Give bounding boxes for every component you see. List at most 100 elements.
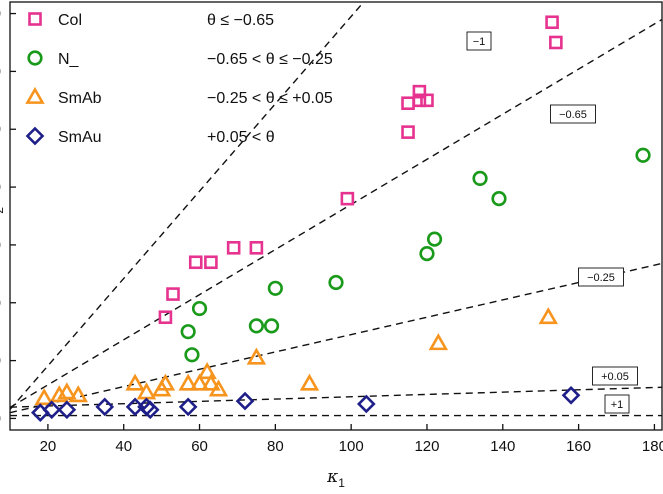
data-point-diamond	[57, 400, 77, 420]
y-axis-label: κ2	[0, 207, 6, 226]
data-point-circle	[184, 347, 200, 363]
reference-line-labels: −1 −0.65 −0.25 +0.05 +1	[466, 31, 638, 414]
y-tick-label: 80	[0, 179, 1, 196]
data-point-triangle	[68, 385, 88, 403]
y-tick-label: 0	[0, 410, 1, 427]
data-point-triangle	[155, 373, 176, 391]
data-point-triangle	[246, 347, 267, 365]
data-point-diamond	[235, 391, 255, 411]
data-point-triangle	[178, 373, 198, 391]
legend: Col θ ≤ −0.65 N_ −0.65 < θ ≤ −0.25 SmAb −0.25…	[25, 12, 333, 146]
legend-marker-diamond	[25, 126, 45, 146]
data-point-circle	[491, 191, 507, 207]
x-axis-label-symbol: κ	[326, 467, 338, 487]
reference-line	[9, 18, 663, 409]
data-point-diamond	[42, 400, 62, 420]
data-point-circle	[328, 274, 344, 291]
data-point-triangle	[197, 362, 217, 380]
data-point-circle	[635, 147, 651, 163]
data-point-triangle	[49, 385, 70, 403]
reference-line-label-box	[578, 267, 624, 287]
data-point-circle	[191, 300, 208, 317]
data-point-circle	[180, 324, 196, 340]
x-axis-label: κ1	[326, 467, 345, 490]
plot-frame	[9, 1, 663, 431]
x-axis-label-subscript: 1	[338, 476, 345, 490]
reference-line-label-box	[466, 31, 492, 51]
data-point-square	[545, 15, 559, 30]
data-point-circle	[426, 231, 443, 247]
data-point-circle	[472, 170, 488, 187]
axis-ticks: 20 40 60 80 100 120 140 160 180 0 20 40 60 80 100 120 14…	[0, 6, 663, 455]
data-point-square	[249, 241, 264, 255]
x-tick-label: 20	[40, 438, 57, 455]
data-point-triangle	[538, 307, 559, 325]
data-point-square	[188, 255, 203, 270]
legend-series-name: SmAb	[58, 90, 102, 107]
y-tick-label: 100	[0, 121, 1, 138]
data-point-square	[166, 287, 180, 301]
y-tick-label: 40	[0, 295, 1, 312]
y-axis-label-symbol: κ	[0, 214, 3, 226]
data-point-diamond	[561, 385, 581, 405]
data-point-square	[158, 310, 173, 325]
data-point-square	[412, 84, 427, 99]
reference-line-label: +0.05	[601, 371, 629, 383]
y-tick-label: 140	[0, 6, 1, 23]
data-point-square	[412, 93, 427, 108]
data-point-circle	[419, 245, 435, 262]
reference-line-label-box	[592, 366, 638, 386]
data-point-triangle	[125, 373, 145, 391]
data-point-triangle	[208, 379, 229, 397]
data-point-diamond	[95, 397, 115, 417]
data-point-square	[204, 255, 218, 270]
data-point-square	[420, 93, 434, 108]
reference-line	[9, 386, 663, 408]
reference-line-label: +1	[611, 399, 624, 411]
data-point-triangle	[201, 373, 221, 391]
data-point-diamond	[356, 394, 376, 414]
data-point-triangle	[57, 382, 77, 400]
data-point-square	[340, 191, 355, 206]
x-tick-label: 140	[490, 438, 515, 455]
reference-line	[9, 262, 663, 414]
data-point-square	[226, 241, 241, 255]
data-point-diamond	[178, 397, 198, 417]
data-point-circle	[263, 318, 280, 334]
data-point-circle	[267, 280, 283, 296]
x-tick-label: 100	[339, 438, 364, 455]
y-tick-label: 20	[0, 353, 1, 370]
legend-marker-circle	[27, 50, 43, 66]
legend-condition: θ ≤ −0.65	[207, 12, 274, 29]
reference-line-label-box	[604, 394, 630, 414]
x-tick-label: 60	[191, 438, 208, 455]
y-axis-label-subscript: 2	[0, 207, 6, 214]
legend-series-name: Col	[58, 12, 82, 29]
y-tick-label: 60	[0, 237, 1, 254]
data-point-triangle	[189, 373, 210, 391]
legend-series-name: N_	[58, 51, 80, 68]
reference-line-label: −0.25	[587, 272, 615, 284]
legend-condition: −0.65 < θ ≤ −0.25	[207, 51, 333, 68]
reference-line-label-box	[550, 104, 596, 124]
legend-condition: +0.05 < θ	[207, 129, 275, 146]
legend-marker-square	[28, 12, 42, 26]
data-point-diamond	[140, 400, 160, 420]
data-point-square	[549, 35, 563, 50]
y-tick-label: 120	[0, 63, 1, 80]
reference-line-label: −1	[473, 36, 486, 48]
reference-lines	[9, 1, 663, 417]
x-tick-label: 80	[267, 438, 284, 455]
x-tick-label: 160	[566, 438, 591, 455]
data-point-square	[401, 125, 415, 139]
legend-marker-triangle	[25, 86, 45, 104]
data-point-circle	[248, 318, 264, 334]
legend-condition: −0.25 < θ ≤ +0.05	[207, 90, 333, 107]
x-tick-label: 40	[115, 438, 132, 455]
reference-line	[9, 1, 365, 410]
x-tick-label: 180	[642, 438, 663, 455]
data-point-triangle	[428, 333, 449, 351]
data-point-square	[401, 96, 415, 111]
data-points	[30, 15, 651, 422]
